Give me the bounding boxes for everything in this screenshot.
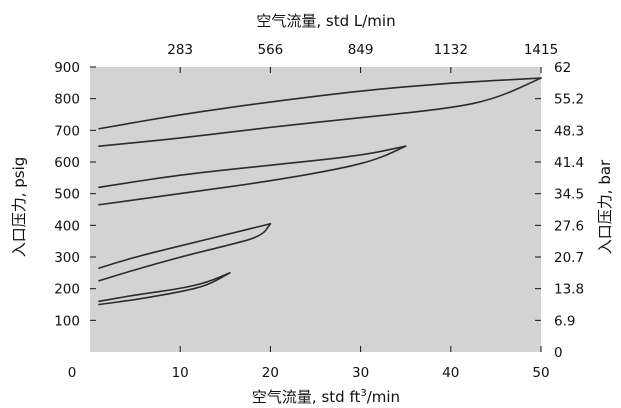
curve-4-lower [98, 272, 231, 306]
y2-tick-label-27.6: 27.6 [554, 218, 584, 234]
curve-2-lower [98, 145, 407, 206]
right-axis-title: 入口压力, bar [596, 159, 614, 254]
plot-area [90, 67, 541, 352]
x-tick-label-10: 10 [172, 365, 189, 381]
y-tick-label-900: 900 [54, 60, 80, 76]
curve-3-lower [98, 222, 272, 282]
y-tick-label-100: 100 [54, 313, 80, 329]
x-tick-label-40: 40 [442, 365, 459, 381]
x2-tick-label-849: 849 [348, 42, 374, 58]
x-tick-label-30: 30 [352, 365, 369, 381]
y-tick-label-200: 200 [54, 282, 80, 298]
x2-tick-label-283: 283 [167, 42, 193, 58]
y2-tick-label-34.5: 34.5 [554, 187, 584, 203]
x-tick-label-50: 50 [532, 365, 549, 381]
bottom-axis-title-unit: /min [367, 388, 400, 406]
bottom-axis-title-sup: 3 [360, 388, 366, 399]
y-tick-label-400: 400 [54, 218, 80, 234]
left-axis-title: 入口压力, psig [10, 157, 28, 258]
curve-4-upper [98, 272, 231, 303]
ticks: 0 10 20 30 40 50 100 200 300 400 500 600 700 800 900 28… [54, 42, 584, 381]
curve-3-upper [98, 222, 272, 269]
x2-tick-label-1415: 1415 [524, 42, 558, 58]
bottom-axis-title-text: 空气流量, std ft [252, 388, 361, 406]
x2-tick-label-1132: 1132 [434, 42, 468, 58]
curve-1-lower [98, 77, 542, 147]
bottom-axis-title: 空气流量, std ft3/min [252, 388, 400, 406]
curve-2-upper [98, 145, 407, 189]
y2-tick-label-41.4: 41.4 [554, 155, 584, 171]
y-tick-label-800: 800 [54, 92, 80, 108]
y2-tick-label-0: 0 [554, 345, 563, 361]
y2-tick-label-6.9: 6.9 [554, 313, 575, 329]
y-tick-label-500: 500 [54, 187, 80, 203]
y2-tick-label-55.2: 55.2 [554, 92, 584, 108]
top-axis-title: 空气流量, std L/min [256, 12, 395, 30]
curve-1-upper [98, 77, 542, 130]
curves [98, 77, 542, 306]
x-tick-label-20: 20 [262, 365, 279, 381]
y-tick-label-700: 700 [54, 123, 80, 139]
x-tick-label-0: 0 [68, 365, 77, 381]
y2-tick-label-48.3: 48.3 [554, 123, 584, 139]
y2-tick-label-13.8: 13.8 [554, 282, 584, 298]
y-tick-label-300: 300 [54, 250, 80, 266]
y-tick-label-600: 600 [54, 155, 80, 171]
y2-tick-label-62: 62 [554, 60, 571, 76]
x2-tick-label-566: 566 [258, 42, 284, 58]
y2-tick-label-20.7: 20.7 [554, 250, 584, 266]
